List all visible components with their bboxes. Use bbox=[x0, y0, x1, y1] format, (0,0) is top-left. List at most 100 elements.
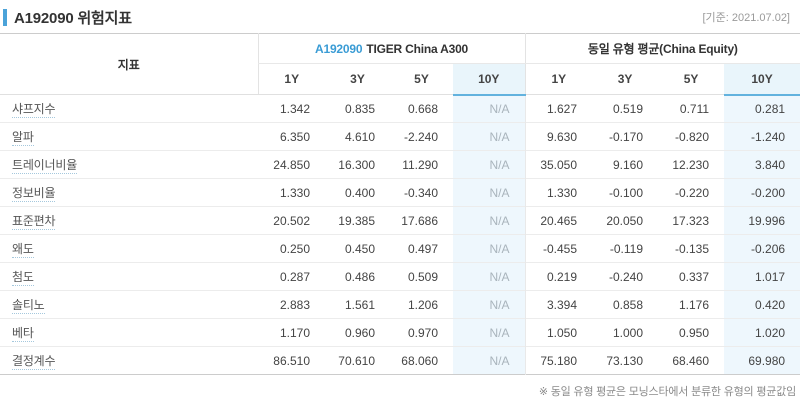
value-cell: 16.300 bbox=[325, 150, 390, 179]
value-cell: 0.970 bbox=[390, 318, 453, 347]
value-cell: N/A bbox=[453, 150, 526, 179]
page-title: A192090 위험지표 bbox=[14, 9, 132, 27]
value-cell: 0.950 bbox=[658, 318, 725, 347]
value-cell: 1.330 bbox=[524, 178, 593, 207]
table-row-beta: 베타 1.170 0.960 0.970 N/A 1.050 1.000 0.9… bbox=[0, 318, 800, 347]
value-cell: 69.980 bbox=[724, 346, 800, 375]
value-cell: -0.170 bbox=[592, 122, 659, 151]
metric-label[interactable]: 정보비율 bbox=[12, 186, 56, 202]
value-cell: 3.394 bbox=[524, 290, 593, 319]
value-cell: 17.323 bbox=[658, 206, 725, 235]
value-cell: 19.385 bbox=[325, 206, 390, 235]
value-cell: 0.281 bbox=[724, 94, 800, 123]
value-cell: N/A bbox=[453, 94, 526, 123]
value-cell: 19.996 bbox=[724, 206, 800, 235]
value-cell: -1.240 bbox=[724, 122, 800, 151]
value-cell: 1.627 bbox=[524, 94, 593, 123]
value-cell: 73.130 bbox=[592, 346, 659, 375]
value-cell: 0.835 bbox=[344, 101, 375, 116]
table-row-kurtosis: 첨도 0.287 0.486 0.509 N/A 0.219 -0.240 0.… bbox=[0, 262, 800, 291]
value-cell: N/A bbox=[453, 318, 526, 347]
fund-name: TIGER China A300 bbox=[366, 41, 469, 56]
metric-label[interactable]: 첨도 bbox=[12, 270, 34, 286]
value-cell: 4.610 bbox=[325, 122, 390, 151]
value-cell: 0.420 bbox=[724, 290, 800, 319]
value-cell: N/A bbox=[453, 290, 526, 319]
metric-label[interactable]: 알파 bbox=[12, 130, 34, 146]
table-row-information-ratio: 정보비율 1.330 0.400 -0.340 N/A 1.330 -0.100… bbox=[0, 178, 800, 207]
value-cell: 0.337 bbox=[658, 262, 725, 291]
fund-code-link[interactable]: A192090 bbox=[315, 41, 363, 56]
value-cell: 20.465 bbox=[524, 206, 593, 235]
metric-label[interactable]: 표준편차 bbox=[12, 214, 56, 230]
value-cell: 68.460 bbox=[658, 346, 725, 375]
table-row-r-squared: 결정계수 86.510 70.610 68.060 N/A 75.180 73.… bbox=[0, 346, 800, 375]
period-header-row: 1Y 3Y 5Y 10Y 1Y 3Y 5Y 10Y bbox=[0, 63, 800, 96]
value-cell: N/A bbox=[453, 122, 526, 151]
value-cell: -2.240 bbox=[390, 122, 453, 151]
value-cell: 0.509 bbox=[390, 262, 453, 291]
value-cell: 0.250 bbox=[258, 234, 325, 263]
value-cell: -0.455 bbox=[524, 234, 593, 263]
fund-period-1y: 1Y bbox=[257, 63, 325, 95]
value-cell: 2.883 bbox=[258, 290, 325, 319]
table-row-skewness: 왜도 0.250 0.450 0.497 N/A -0.455 -0.119 -… bbox=[0, 234, 800, 263]
value-cell: 0.450 bbox=[325, 234, 390, 263]
value-cell: 17.686 bbox=[390, 206, 453, 235]
table-row-sharpe: 샤프지수 1.342 0.835 0.668 N/A 1.627 0.519 0… bbox=[0, 94, 800, 123]
value-cell: 1.206 bbox=[390, 290, 453, 319]
metric-label[interactable]: 결정계수 bbox=[12, 354, 56, 370]
value-cell: -0.820 bbox=[658, 122, 725, 151]
category-period-3y: 3Y bbox=[592, 63, 659, 95]
value-cell: 0.519 bbox=[613, 101, 644, 116]
value-cell: 1.330 bbox=[258, 178, 325, 207]
value-cell: 20.502 bbox=[258, 206, 325, 235]
value-cell: 0.711 bbox=[679, 101, 710, 116]
metric-column-header: 지표 bbox=[0, 33, 258, 95]
category-group-header: 동일 유형 평균(China Equity) bbox=[524, 33, 800, 64]
category-period-5y: 5Y bbox=[658, 63, 725, 95]
value-cell: -0.119 bbox=[592, 234, 659, 263]
value-cell: N/A bbox=[453, 234, 526, 263]
value-cell: 6.350 bbox=[258, 122, 325, 151]
metric-label[interactable]: 트레이너비율 bbox=[12, 158, 78, 174]
value-cell: -0.100 bbox=[592, 178, 659, 207]
metric-label[interactable]: 솔티노 bbox=[12, 298, 45, 314]
title-accent-bar bbox=[3, 8, 7, 26]
title-wrap: A192090 위험지표 bbox=[3, 7, 132, 28]
risk-indicator-table: 지표 A192090 TIGER China A300 동일 유형 평균(Chin… bbox=[0, 33, 800, 375]
table-row-alpha: 알파 6.350 4.610 -2.240 N/A 9.630 -0.170 -… bbox=[0, 122, 800, 151]
value-cell: 1.170 bbox=[258, 318, 325, 347]
fund-period-10y: 10Y bbox=[453, 63, 526, 96]
metric-label[interactable]: 베타 bbox=[12, 326, 34, 342]
value-cell: -0.240 bbox=[592, 262, 659, 291]
table-row-sortino: 솔티노 2.883 1.561 1.206 N/A 3.394 0.858 1.… bbox=[0, 290, 800, 319]
fund-group-header: A192090 TIGER China A300 bbox=[257, 33, 526, 64]
value-cell: 86.510 bbox=[258, 346, 325, 375]
value-cell: 3.840 bbox=[724, 150, 800, 179]
value-cell: 9.160 bbox=[592, 150, 659, 179]
value-cell: 0.400 bbox=[325, 178, 390, 207]
table-row-treynor: 트레이너비율 24.850 16.300 11.290 N/A 35.050 9… bbox=[0, 150, 800, 179]
value-cell: 1.176 bbox=[658, 290, 725, 319]
value-cell: 35.050 bbox=[524, 150, 593, 179]
category-period-1y: 1Y bbox=[524, 63, 593, 95]
value-cell: 1.017 bbox=[724, 262, 800, 291]
value-cell: -0.135 bbox=[658, 234, 725, 263]
metric-label[interactable]: 샤프지수 bbox=[12, 102, 56, 118]
value-cell: 0.668 bbox=[407, 101, 438, 116]
metric-label[interactable]: 왜도 bbox=[12, 242, 34, 258]
category-period-10y: 10Y bbox=[724, 63, 800, 96]
category-average-footnote: ※ 동일 유형 평균은 모닝스타에서 분류한 유형의 평균값임 bbox=[538, 386, 796, 398]
value-cell: 1.050 bbox=[524, 318, 593, 347]
value-cell: 24.850 bbox=[258, 150, 325, 179]
value-cell: 1.561 bbox=[325, 290, 390, 319]
value-cell: 68.060 bbox=[390, 346, 453, 375]
page-header: A192090 위험지표 [기준: 2021.07.02] bbox=[0, 0, 800, 33]
value-cell: -0.206 bbox=[724, 234, 800, 263]
as-of-date: [기준: 2021.07.02] bbox=[702, 12, 790, 24]
value-cell: N/A bbox=[453, 346, 526, 375]
value-cell: 1.020 bbox=[724, 318, 800, 347]
value-cell: 0.219 bbox=[524, 262, 593, 291]
value-cell: 0.287 bbox=[258, 262, 325, 291]
